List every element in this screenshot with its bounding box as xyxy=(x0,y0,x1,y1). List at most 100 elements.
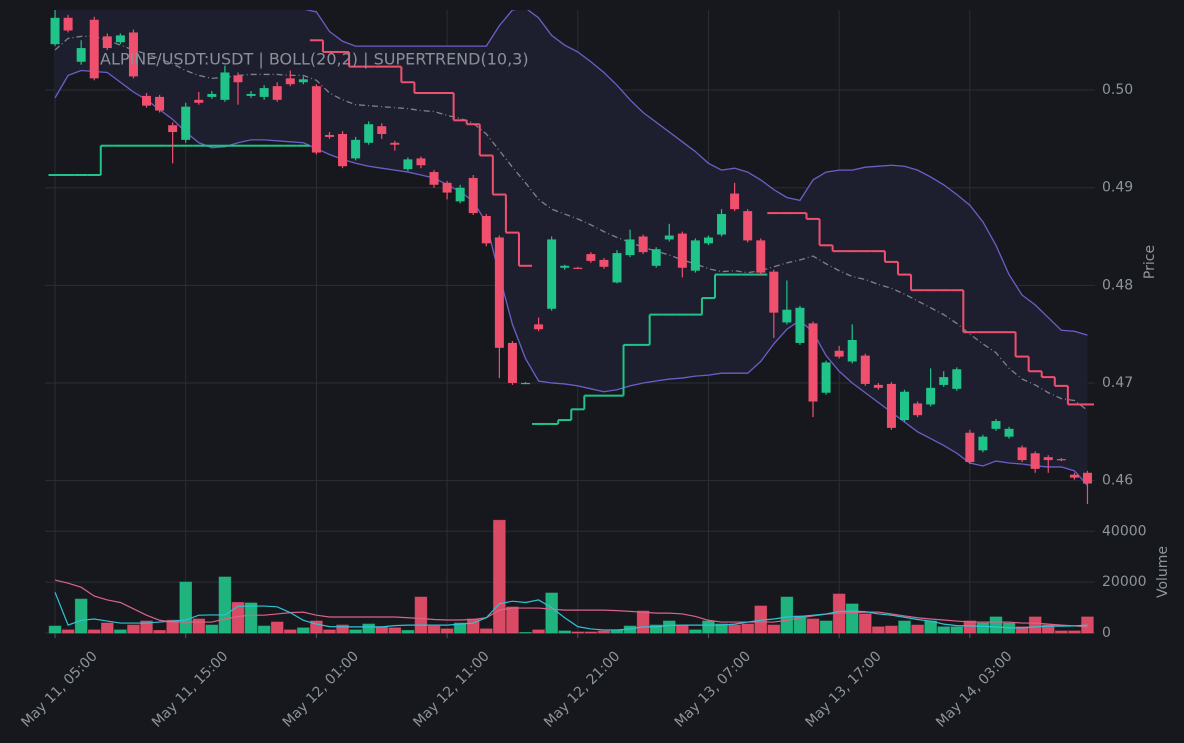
candle-body xyxy=(873,384,883,388)
volume-bar xyxy=(101,622,114,634)
volume-bar xyxy=(493,519,506,634)
candle-body xyxy=(272,86,282,100)
candle-body xyxy=(481,216,491,244)
volume-bar xyxy=(702,620,715,634)
volume-bar xyxy=(362,623,375,634)
y-tick-label: 20000 xyxy=(1102,574,1147,590)
candle-body xyxy=(939,377,949,385)
candle-body xyxy=(364,124,374,143)
candle-body xyxy=(860,355,870,384)
candle-body xyxy=(677,233,687,268)
candle-body xyxy=(1043,457,1053,461)
volume-bar xyxy=(480,628,493,634)
candle-body xyxy=(298,79,308,83)
candle-body xyxy=(900,391,910,421)
y-axis-label: Volume xyxy=(1155,546,1171,598)
candle-body xyxy=(821,362,831,393)
volume-bar xyxy=(532,629,545,634)
volume-bar xyxy=(545,592,558,634)
candle-body xyxy=(220,72,230,100)
y-tick-label: 0 xyxy=(1102,625,1111,641)
candle-body xyxy=(978,436,988,451)
candle-body xyxy=(690,240,700,271)
x-tick-label: May 13, 07:00 xyxy=(672,648,754,730)
candle-body xyxy=(324,134,334,137)
volume-bar xyxy=(205,624,219,634)
volume-bar xyxy=(741,623,754,634)
candle-body xyxy=(599,259,609,267)
candle-body xyxy=(233,75,243,83)
volume-bar xyxy=(114,629,127,634)
candle-body xyxy=(573,267,583,269)
volume-bar xyxy=(924,620,937,634)
volume-bar xyxy=(349,629,362,634)
volume-bar xyxy=(270,621,284,634)
volume-bar xyxy=(636,610,650,634)
candle-body xyxy=(926,387,936,405)
volume-bar xyxy=(806,618,820,634)
candle-body xyxy=(782,309,792,323)
candle-body xyxy=(547,239,557,309)
volume-bar xyxy=(427,625,441,634)
candle-body xyxy=(102,36,112,49)
candle-body xyxy=(89,19,99,79)
volume-bar xyxy=(1041,624,1055,634)
candle-body xyxy=(703,237,713,244)
candle-body xyxy=(468,177,478,214)
volume-bar xyxy=(1015,626,1029,634)
volume-bar xyxy=(872,626,885,634)
volume-bar xyxy=(767,624,781,634)
volume-ma-line xyxy=(54,579,1088,628)
candle-body xyxy=(207,93,217,97)
candle-body xyxy=(494,237,504,348)
volume-bar xyxy=(728,624,741,634)
volume-bar xyxy=(506,606,519,634)
candle-body xyxy=(338,133,348,167)
candle-body xyxy=(76,48,86,62)
volume-bar xyxy=(140,620,153,634)
volume-bar xyxy=(166,619,179,634)
candle-body xyxy=(377,126,387,134)
volume-bar xyxy=(885,625,898,634)
volume-bar xyxy=(689,629,702,634)
volume-bar xyxy=(950,626,964,634)
candle-body xyxy=(625,239,635,256)
candle-body xyxy=(612,253,622,283)
candle-body xyxy=(128,32,138,77)
candle-body xyxy=(769,271,779,313)
candle-body xyxy=(886,383,896,428)
candle-body xyxy=(1030,453,1040,469)
candle-body xyxy=(1017,447,1027,461)
volume-bar xyxy=(989,616,1003,634)
candle-body xyxy=(50,17,60,45)
volume-bar xyxy=(192,618,206,634)
candle-body xyxy=(717,214,727,235)
volume-bar xyxy=(858,613,872,634)
volume-bar xyxy=(1055,630,1068,634)
x-tick-label: May 11, 05:00 xyxy=(18,648,100,730)
x-tick-label: May 11, 15:00 xyxy=(149,648,231,730)
volume-bar xyxy=(336,624,349,634)
candle-body xyxy=(965,432,975,463)
candle-body xyxy=(743,211,753,241)
volume-bar xyxy=(662,620,676,634)
candle-body xyxy=(285,78,295,85)
candle-body xyxy=(155,96,165,111)
volume-bar xyxy=(976,622,990,634)
y-tick-label: 0.50 xyxy=(1102,82,1133,98)
volume-bar xyxy=(127,624,140,634)
volume-panel xyxy=(48,519,1094,634)
volume-bar xyxy=(218,576,232,634)
y-tick-label: 0.47 xyxy=(1102,375,1133,391)
volume-bar xyxy=(257,625,271,634)
candle-body xyxy=(246,93,256,96)
bollinger-line xyxy=(304,10,1088,336)
candle-body xyxy=(795,307,805,343)
volume-bar xyxy=(845,603,859,634)
candle-body xyxy=(168,125,178,133)
volume-bar xyxy=(283,629,297,634)
volume-bar xyxy=(898,620,911,634)
volume-bar xyxy=(819,620,833,634)
x-tick-label: May 12, 21:00 xyxy=(541,648,623,730)
